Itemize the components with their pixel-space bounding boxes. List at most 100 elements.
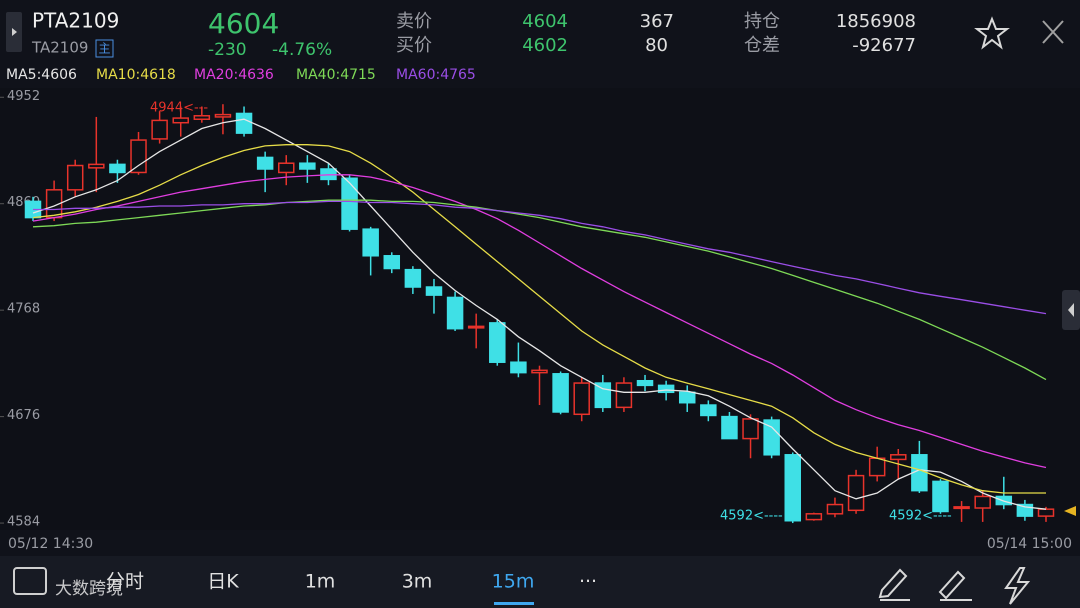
oi-label: 持仓 bbox=[744, 11, 780, 32]
candle-body bbox=[594, 382, 612, 409]
tab[interactable]: ··· bbox=[579, 571, 597, 593]
oi-diff-label: 仓差 bbox=[744, 35, 780, 56]
tab-bar bbox=[0, 556, 1080, 608]
ask-label: 卖价 bbox=[396, 11, 432, 32]
candle-body bbox=[826, 503, 844, 515]
candle-body bbox=[700, 404, 717, 417]
tab[interactable]: 3m bbox=[402, 571, 433, 593]
symbol: PTA2109 bbox=[32, 9, 119, 33]
candle-body bbox=[763, 419, 780, 456]
candle-body bbox=[742, 418, 759, 440]
candle-body bbox=[552, 373, 569, 413]
ask-vol: 367 bbox=[640, 11, 674, 32]
candle-body bbox=[66, 164, 84, 191]
watermark: 大数跨境 bbox=[55, 579, 123, 599]
candle-body bbox=[615, 382, 633, 409]
side-arrow bbox=[12, 28, 17, 36]
candle-body bbox=[932, 480, 949, 513]
candle-body bbox=[868, 457, 886, 477]
candle-body bbox=[847, 474, 865, 512]
flash-icon[interactable] bbox=[1004, 567, 1031, 605]
y-tick-label: 4584 bbox=[7, 515, 40, 530]
candle-body bbox=[489, 322, 506, 363]
tab[interactable]: 15m bbox=[492, 571, 535, 593]
candle-body bbox=[235, 112, 253, 134]
candle-body bbox=[404, 268, 422, 288]
candle-body bbox=[953, 506, 970, 510]
candle-body bbox=[446, 296, 464, 330]
tab[interactable]: 分时 bbox=[106, 571, 144, 593]
candle-body bbox=[256, 156, 274, 170]
header-bg bbox=[0, 0, 1080, 62]
bid-label: 买价 bbox=[396, 35, 432, 56]
candle-body bbox=[341, 177, 358, 230]
candle-body bbox=[214, 113, 232, 118]
y-tick-label: 4768 bbox=[7, 302, 40, 317]
change-pct: -4.76% bbox=[272, 40, 332, 60]
x-end-label: 05/14 15:00 bbox=[987, 536, 1072, 552]
annotation: 4944<--- bbox=[150, 101, 208, 116]
tab[interactable]: 日K bbox=[207, 571, 239, 593]
y-tick-label: 4676 bbox=[7, 408, 40, 423]
tab-underline bbox=[494, 602, 534, 605]
candle-body bbox=[890, 454, 907, 461]
ma-line bbox=[32, 199, 1047, 381]
candle-body bbox=[784, 454, 801, 522]
annotation: 4592<---- bbox=[720, 509, 783, 524]
candle-body bbox=[573, 382, 590, 416]
right-arrow bbox=[1068, 303, 1074, 317]
last-price-marker bbox=[1064, 506, 1076, 516]
candle-body bbox=[678, 391, 696, 404]
edit-icon[interactable] bbox=[938, 570, 972, 601]
legend-entry: MA40:4715 bbox=[296, 67, 376, 83]
ask: 4604 bbox=[522, 11, 568, 32]
candle-body bbox=[974, 495, 991, 509]
candle-body bbox=[531, 369, 548, 374]
badge-box bbox=[95, 39, 114, 58]
oi-diff: -92677 bbox=[852, 35, 916, 56]
legend-entry: MA60:4765 bbox=[396, 67, 476, 83]
candle-body bbox=[510, 361, 527, 374]
candle-body bbox=[172, 117, 189, 124]
candle-body bbox=[362, 228, 379, 257]
candle-body bbox=[467, 325, 485, 329]
candle-body bbox=[657, 384, 675, 394]
close-icon[interactable] bbox=[1042, 20, 1064, 44]
bid: 4602 bbox=[522, 35, 568, 56]
y-tick-label: 4952 bbox=[7, 89, 40, 104]
candle-body bbox=[278, 162, 295, 174]
candle-body bbox=[109, 163, 126, 174]
legend-entry: MA20:4636 bbox=[194, 67, 274, 83]
legend-entry: MA10:4618 bbox=[96, 67, 176, 83]
bid-vol: 80 bbox=[645, 35, 668, 56]
candle-body bbox=[721, 415, 738, 440]
ma-line bbox=[32, 174, 1047, 469]
oi: 1856908 bbox=[836, 11, 916, 32]
tab[interactable]: 1m bbox=[305, 571, 336, 593]
annotation: 4592<---- bbox=[889, 509, 952, 524]
candle-body bbox=[130, 139, 147, 174]
candle-body bbox=[805, 513, 823, 521]
change: -230 bbox=[208, 40, 247, 60]
candle-body bbox=[193, 115, 211, 120]
candle-body bbox=[299, 162, 316, 170]
ma-line bbox=[32, 144, 1046, 494]
candle-body bbox=[1016, 503, 1034, 517]
ma-line bbox=[32, 118, 1047, 510]
draw-icon[interactable] bbox=[878, 568, 910, 601]
contract: TA2109 bbox=[31, 39, 88, 57]
candle-body bbox=[1037, 508, 1055, 517]
candle-body bbox=[425, 286, 443, 296]
x-start-label: 05/12 14:30 bbox=[8, 536, 93, 552]
legend-entry: MA5:4606 bbox=[6, 67, 77, 83]
star-icon[interactable] bbox=[974, 16, 1010, 50]
candle-body bbox=[636, 379, 654, 387]
candle-body bbox=[151, 119, 168, 140]
ma-line bbox=[33, 200, 1047, 315]
candle-body bbox=[383, 255, 401, 270]
badge: 主 bbox=[98, 42, 110, 56]
layout-icon[interactable] bbox=[13, 567, 47, 595]
candle-body bbox=[88, 163, 105, 169]
